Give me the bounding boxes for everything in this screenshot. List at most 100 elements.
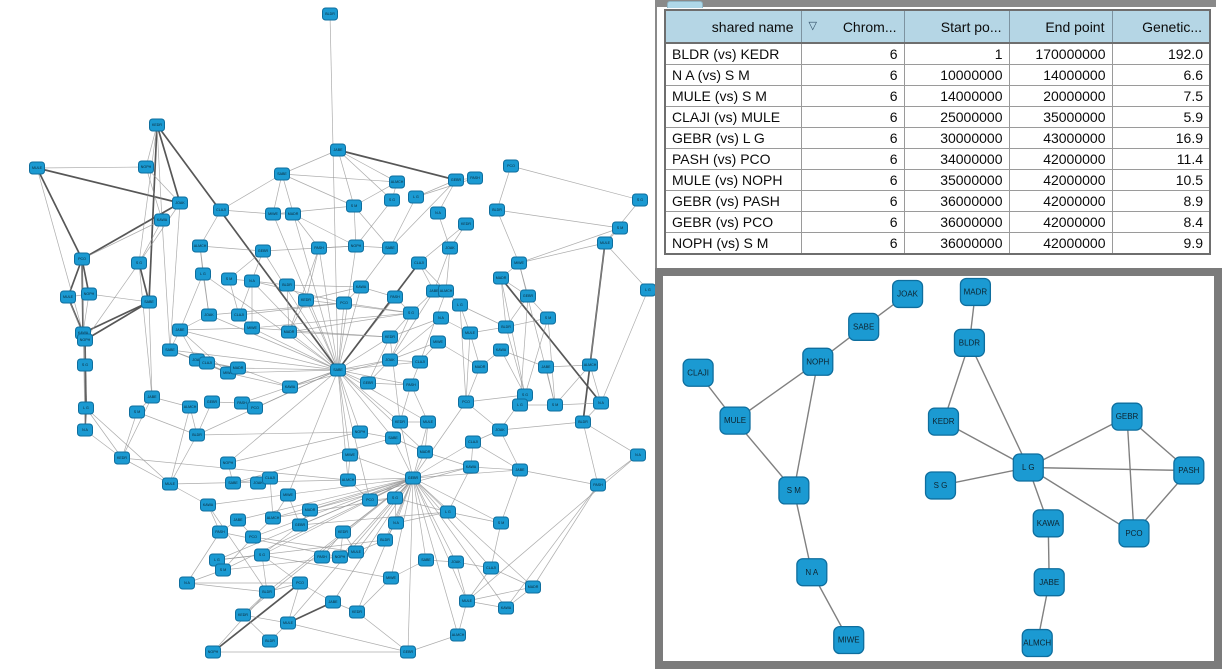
network-node[interactable]: ALMCH bbox=[192, 239, 208, 253]
network-node[interactable]: MADR bbox=[285, 207, 301, 221]
network-edge[interactable] bbox=[412, 466, 472, 479]
network-edge[interactable] bbox=[148, 301, 153, 398]
network-node[interactable]: MADR bbox=[230, 361, 246, 375]
network-node[interactable]: GEBR bbox=[448, 173, 464, 187]
network-edge[interactable] bbox=[287, 369, 339, 496]
network-node[interactable]: MADR bbox=[417, 445, 433, 459]
network-node-joak[interactable]: JOAK bbox=[891, 279, 924, 309]
network-edge[interactable] bbox=[169, 202, 181, 351]
network-node[interactable]: CLAJI bbox=[262, 471, 278, 485]
network-edge[interactable] bbox=[84, 301, 150, 341]
network-node[interactable]: PASH bbox=[403, 378, 419, 392]
network-edge[interactable] bbox=[305, 299, 412, 314]
network-node[interactable]: PASH bbox=[467, 171, 483, 185]
network-node[interactable]: S M bbox=[221, 272, 237, 286]
network-edge[interactable] bbox=[412, 477, 427, 561]
network-edge[interactable] bbox=[355, 199, 393, 247]
network-node[interactable]: NOPH bbox=[348, 239, 364, 253]
network-edge[interactable] bbox=[136, 411, 198, 436]
network-edge[interactable] bbox=[262, 245, 357, 252]
network-node[interactable]: S M bbox=[540, 311, 556, 325]
network-edge[interactable] bbox=[532, 484, 599, 588]
network-edge[interactable] bbox=[281, 149, 339, 175]
network-node[interactable]: MULE bbox=[597, 236, 613, 250]
network-node[interactable]: BLDR bbox=[575, 415, 591, 429]
network-node[interactable]: ALMCH bbox=[438, 284, 454, 298]
network-edge[interactable] bbox=[251, 327, 339, 371]
network-node[interactable]: SABE bbox=[418, 553, 434, 567]
network-edge[interactable] bbox=[337, 369, 349, 481]
network-node[interactable]: S G bbox=[632, 193, 648, 207]
network-edge[interactable] bbox=[447, 466, 472, 513]
network-node[interactable]: N A bbox=[77, 423, 93, 437]
network-node-s-g[interactable]: S G bbox=[924, 471, 957, 500]
network-node[interactable]: PCO bbox=[503, 159, 519, 173]
network-node[interactable]: BLDR bbox=[377, 533, 393, 547]
network-node[interactable]: S G bbox=[387, 491, 403, 505]
network-node[interactable]: PASH bbox=[387, 290, 403, 304]
network-node[interactable]: KAWA bbox=[493, 343, 509, 357]
network-edge[interactable] bbox=[212, 591, 268, 653]
network-edge[interactable] bbox=[337, 369, 401, 423]
network-node[interactable]: PCO bbox=[362, 493, 378, 507]
network-node[interactable]: JOAK bbox=[172, 196, 188, 210]
network-edge[interactable] bbox=[412, 477, 468, 602]
network-edge[interactable] bbox=[412, 477, 502, 524]
network-node[interactable]: NOPH bbox=[81, 287, 97, 301]
network-edge[interactable] bbox=[208, 302, 345, 316]
network-node[interactable]: JABE bbox=[426, 284, 442, 298]
network-node[interactable]: N A bbox=[433, 311, 449, 325]
network-edge[interactable] bbox=[389, 312, 412, 361]
network-node[interactable]: MIWE bbox=[383, 571, 399, 585]
network-edge[interactable] bbox=[156, 124, 181, 204]
network-edge[interactable] bbox=[186, 582, 268, 593]
network-edge[interactable] bbox=[1027, 466, 1135, 534]
network-edge[interactable] bbox=[337, 336, 391, 371]
network-node[interactable]: JABE bbox=[172, 323, 188, 337]
network-edge[interactable] bbox=[459, 304, 467, 403]
network-edge[interactable] bbox=[145, 166, 163, 221]
network-edge[interactable] bbox=[208, 314, 339, 371]
network-node[interactable]: MADR bbox=[281, 325, 297, 339]
network-edge[interactable] bbox=[252, 536, 357, 553]
network-edge[interactable] bbox=[252, 477, 414, 538]
column-header-genetic[interactable]: Genetic... bbox=[1111, 9, 1211, 44]
network-edge[interactable] bbox=[305, 299, 339, 371]
table-row[interactable]: GEBR (vs) L G 6 30000000 43000000 16.9 bbox=[664, 127, 1211, 149]
network-node[interactable]: BLDR bbox=[259, 585, 275, 599]
network-node[interactable]: PASH bbox=[212, 525, 228, 539]
network-edge[interactable] bbox=[161, 219, 171, 351]
network-edge[interactable] bbox=[389, 317, 442, 361]
network-node[interactable]: GEBR bbox=[255, 244, 271, 258]
network-edge[interactable] bbox=[288, 247, 320, 333]
network-node-l-g[interactable]: L G bbox=[1012, 453, 1044, 482]
network-edge[interactable] bbox=[281, 173, 355, 207]
network-edge[interactable] bbox=[305, 286, 362, 301]
network-edge[interactable] bbox=[309, 477, 414, 511]
network-edge[interactable] bbox=[196, 369, 339, 436]
network-edge[interactable] bbox=[353, 205, 391, 249]
network-node[interactable]: L G bbox=[440, 505, 456, 519]
network-edge[interactable] bbox=[199, 245, 264, 252]
network-edge[interactable] bbox=[227, 431, 361, 464]
network-node[interactable]: PCO bbox=[245, 530, 261, 544]
network-edge[interactable] bbox=[394, 497, 449, 513]
network-node-n-a[interactable]: N A bbox=[796, 558, 828, 587]
network-node[interactable]: ALMCH bbox=[265, 511, 281, 525]
network-node[interactable]: N A bbox=[179, 576, 195, 590]
network-edge[interactable] bbox=[589, 242, 606, 366]
network-node[interactable]: KAWA bbox=[353, 280, 369, 294]
network-edge[interactable] bbox=[281, 173, 339, 371]
network-node[interactable]: PCO bbox=[74, 252, 90, 266]
network-edge[interactable] bbox=[85, 407, 123, 459]
network-edge[interactable] bbox=[337, 149, 398, 183]
network-edge[interactable] bbox=[121, 396, 153, 459]
network-edge[interactable] bbox=[148, 124, 158, 303]
network-node[interactable]: PASH bbox=[314, 550, 330, 564]
network-edge[interactable] bbox=[288, 331, 339, 371]
network-edge[interactable] bbox=[347, 477, 414, 481]
network-edge[interactable] bbox=[337, 359, 391, 371]
network-node[interactable]: GEBR bbox=[520, 289, 536, 303]
column-header-start-po[interactable]: Start po... bbox=[903, 9, 1010, 44]
network-node[interactable]: CLAJI bbox=[213, 203, 229, 217]
